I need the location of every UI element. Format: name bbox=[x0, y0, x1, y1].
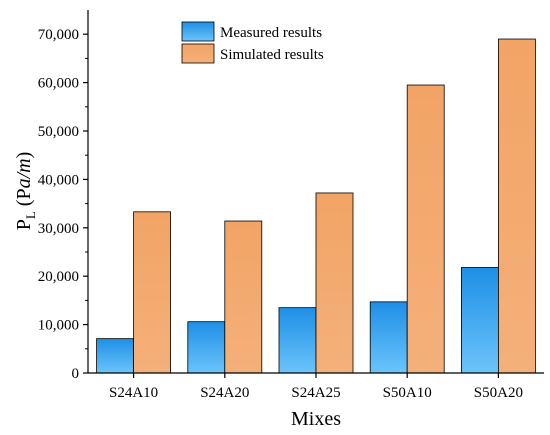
y-tick-label: 0 bbox=[72, 366, 80, 382]
y-axis-title-unit-post: ) bbox=[13, 152, 35, 159]
y-axis-title-unit-pre: (P bbox=[13, 188, 35, 211]
y-tick-label: 60,000 bbox=[38, 76, 79, 92]
y-axis-title: PL (Pa/m) bbox=[13, 152, 38, 231]
y-tick-label: 10,000 bbox=[38, 318, 79, 334]
y-tick-label: 50,000 bbox=[38, 124, 79, 140]
y-tick-label: 20,000 bbox=[38, 269, 79, 285]
legend-swatch-simulated bbox=[181, 43, 215, 64]
y-axis-title-subscript: L bbox=[23, 211, 38, 219]
x-tick-label: S50A10 bbox=[383, 385, 432, 401]
bar-measured-s24a10 bbox=[96, 338, 134, 374]
x-tick-label: S24A20 bbox=[200, 385, 249, 401]
legend: Measured results Simulated results bbox=[181, 21, 324, 64]
bar-simulated-s24a10 bbox=[133, 211, 172, 374]
bar-simulated-s50a10 bbox=[406, 84, 445, 374]
legend-label-simulated: Simulated results bbox=[220, 47, 324, 63]
y-axis-title-main: P bbox=[13, 219, 35, 230]
y-axis-ticks: 0 10,000 20,000 30,000 40,000 50,000 60,000 70,… bbox=[38, 27, 88, 382]
y-tick-label: 30,000 bbox=[38, 221, 79, 237]
y-axis-title-unit-italic: a/m bbox=[13, 158, 35, 188]
legend-label-measured: Measured results bbox=[220, 25, 322, 41]
y-tick-label: 40,000 bbox=[38, 172, 79, 188]
x-tick-label: S24A10 bbox=[109, 385, 158, 401]
bar-measured-s24a20 bbox=[187, 321, 226, 374]
x-axis-title: Mixes bbox=[291, 408, 341, 430]
x-axis-ticks: S24A10 S24A20 S24A25 S50A10 S50A20 bbox=[109, 373, 523, 401]
bar-simulated-s24a25 bbox=[315, 192, 354, 374]
legend-swatch-measured bbox=[181, 21, 215, 42]
x-tick-label: S50A20 bbox=[474, 385, 523, 401]
bar-simulated-s24a20 bbox=[224, 220, 263, 374]
bars-layer bbox=[96, 38, 536, 374]
bar-measured-s50a20 bbox=[460, 267, 499, 374]
y-tick-label: 70,000 bbox=[38, 27, 79, 43]
bar-measured-s50a10 bbox=[369, 301, 408, 374]
x-tick-label: S24A25 bbox=[291, 385, 340, 401]
bar-measured-s24a25 bbox=[278, 307, 317, 374]
bar-simulated-s50a20 bbox=[497, 38, 536, 374]
